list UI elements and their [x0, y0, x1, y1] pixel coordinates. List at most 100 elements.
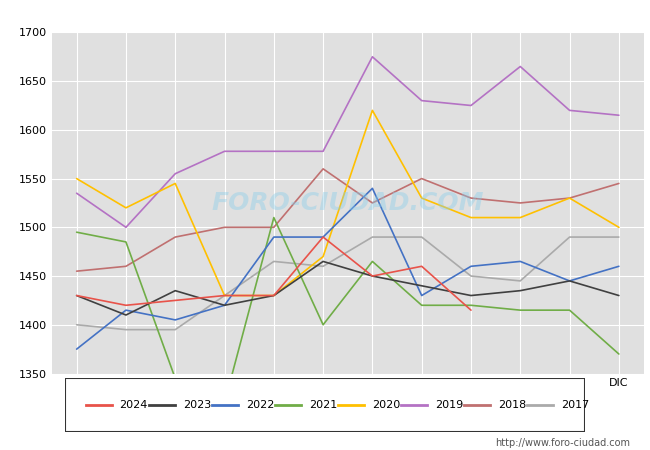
2024 [172, 298, 179, 303]
2023 [566, 278, 573, 284]
2021 [172, 376, 179, 381]
2023 [270, 293, 278, 298]
2022 [467, 264, 475, 269]
2023 [369, 273, 376, 279]
2021 [615, 351, 623, 357]
2019 [369, 54, 376, 59]
2019 [418, 98, 426, 104]
2019 [172, 171, 179, 176]
2021 [566, 307, 573, 313]
2018 [467, 195, 475, 201]
2022 [73, 346, 81, 352]
2024 [467, 307, 475, 313]
2018 [615, 181, 623, 186]
2022 [418, 293, 426, 298]
2020 [122, 205, 130, 211]
2017 [270, 259, 278, 264]
2023 [220, 302, 228, 308]
2023 [418, 283, 426, 288]
2021 [467, 302, 475, 308]
2018 [122, 264, 130, 269]
2017 [418, 234, 426, 240]
2019 [566, 108, 573, 113]
Text: 2023: 2023 [183, 400, 211, 410]
2017 [615, 234, 623, 240]
2019 [73, 190, 81, 196]
2021 [319, 322, 327, 328]
2022 [319, 234, 327, 240]
2017 [566, 234, 573, 240]
2018 [369, 200, 376, 206]
Line: 2023: 2023 [77, 261, 619, 315]
2018 [270, 225, 278, 230]
2020 [566, 195, 573, 201]
2024 [319, 234, 327, 240]
Text: Afiliados en Alburquerque a 30/9/2024: Afiliados en Alburquerque a 30/9/2024 [165, 7, 485, 25]
2017 [172, 327, 179, 333]
2019 [270, 148, 278, 154]
2022 [615, 264, 623, 269]
2019 [615, 112, 623, 118]
2024 [270, 293, 278, 298]
2018 [319, 166, 327, 171]
2021 [418, 302, 426, 308]
2023 [467, 293, 475, 298]
2017 [122, 327, 130, 333]
2017 [73, 322, 81, 328]
2023 [172, 288, 179, 293]
2021 [369, 259, 376, 264]
2021 [516, 307, 524, 313]
2020 [319, 254, 327, 259]
2018 [73, 269, 81, 274]
2018 [516, 200, 524, 206]
2020 [418, 195, 426, 201]
2020 [467, 215, 475, 220]
2021 [73, 230, 81, 235]
2023 [319, 259, 327, 264]
Text: FORO-CIUDAD.COM: FORO-CIUDAD.COM [211, 191, 484, 215]
2019 [122, 225, 130, 230]
2024 [369, 273, 376, 279]
2017 [516, 278, 524, 284]
2019 [319, 148, 327, 154]
Text: 2024: 2024 [120, 400, 148, 410]
2019 [516, 64, 524, 69]
2022 [122, 307, 130, 313]
Line: 2017: 2017 [77, 237, 619, 330]
Text: 2017: 2017 [561, 400, 589, 410]
2019 [220, 148, 228, 154]
Text: 2020: 2020 [372, 400, 400, 410]
Line: 2019: 2019 [77, 57, 619, 227]
Text: http://www.foro-ciudad.com: http://www.foro-ciudad.com [495, 438, 630, 448]
2021 [270, 215, 278, 220]
2023 [73, 293, 81, 298]
2023 [122, 312, 130, 318]
Text: 2018: 2018 [498, 400, 526, 410]
2020 [615, 225, 623, 230]
Line: 2024: 2024 [77, 237, 471, 310]
2022 [369, 186, 376, 191]
2020 [220, 293, 228, 298]
2020 [270, 293, 278, 298]
2024 [220, 293, 228, 298]
2020 [172, 181, 179, 186]
Line: 2018: 2018 [77, 169, 619, 271]
2018 [418, 176, 426, 181]
Text: 2022: 2022 [246, 400, 274, 410]
Line: 2021: 2021 [77, 217, 619, 403]
Text: 2019: 2019 [435, 400, 463, 410]
2019 [467, 103, 475, 108]
2022 [270, 234, 278, 240]
Text: 2021: 2021 [309, 400, 337, 410]
2020 [73, 176, 81, 181]
2018 [220, 225, 228, 230]
Line: 2020: 2020 [77, 110, 619, 296]
2021 [122, 239, 130, 245]
2018 [566, 195, 573, 201]
2023 [615, 293, 623, 298]
2020 [369, 108, 376, 113]
2021 [220, 400, 228, 405]
2017 [467, 273, 475, 279]
2022 [566, 278, 573, 284]
2024 [122, 302, 130, 308]
